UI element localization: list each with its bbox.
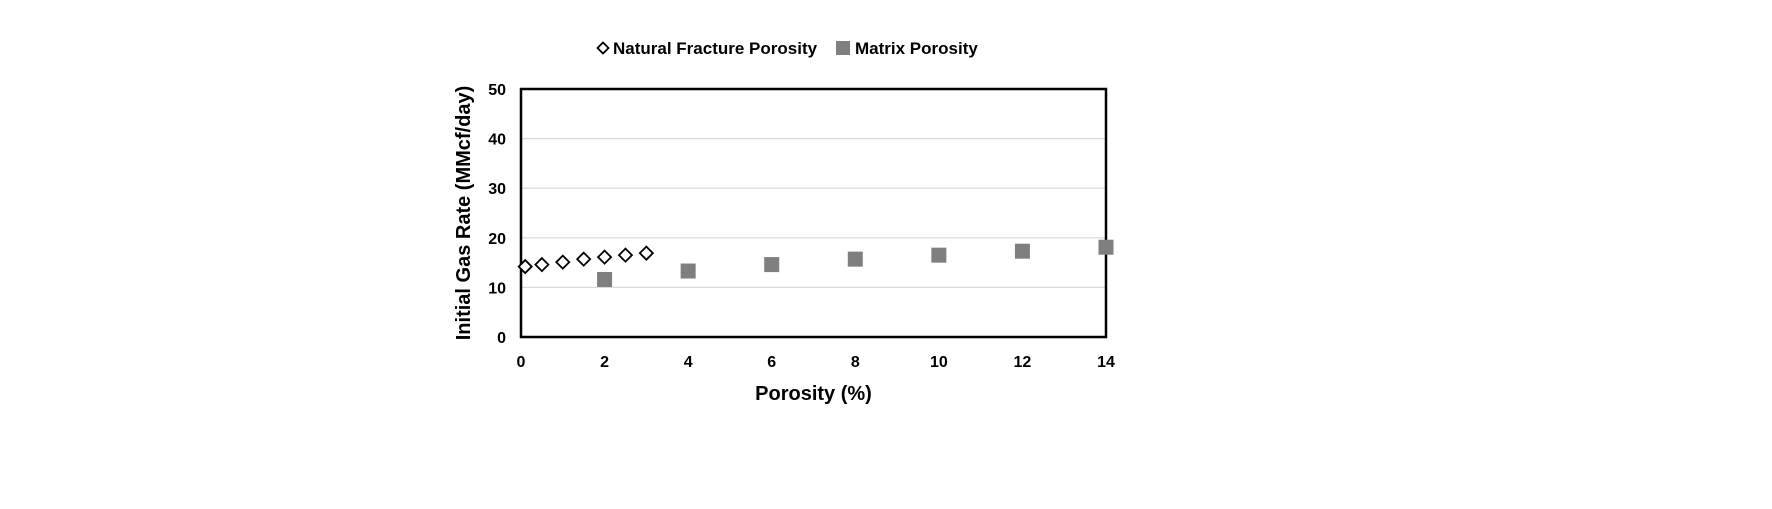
data-point-square [931,247,947,263]
data-point-diamond [575,251,592,267]
data-point-square [597,271,613,287]
series-1 [597,239,1114,287]
data-point-diamond [534,256,550,273]
x-tick-label: 4 [684,354,693,371]
legend-item-matrix-porosity: Matrix Porosity [836,39,978,58]
y-tick-label: 30 [488,181,506,198]
series-0 [517,245,655,275]
x-tick-label: 14 [1097,354,1115,371]
x-tick-label: 12 [1014,354,1032,371]
x-tick-label: 10 [930,354,948,371]
y-tick-label: 50 [488,82,506,99]
data-point-diamond [596,249,613,265]
plot-area-border [519,87,1108,339]
x-tick-label: 2 [600,354,609,371]
y-tick-label: 40 [488,132,506,149]
y-axis-title: Initial Gas Rate (MMcf/day) [453,86,475,341]
data-point-square [764,257,780,273]
y-tick-label: 20 [488,231,506,248]
data-point-square [1014,243,1030,259]
data-point-square [1098,239,1114,255]
legend: Natural Fracture Porosity Matrix Porosit… [596,39,978,58]
x-axis-ticks: 0 2 4 6 8 10 12 14 [517,354,1115,371]
y-tick-label: 0 [497,330,506,347]
data-point-square [847,251,863,267]
y-tick-label: 10 [488,280,506,297]
legend-item-natural-fracture-porosity: Natural Fracture Porosity [596,39,818,58]
x-tick-label: 6 [767,354,776,371]
legend-diamond-marker [596,41,610,55]
data-series [517,239,1114,287]
data-point-diamond [517,258,533,275]
data-point-diamond [638,245,655,261]
data-point-diamond [617,247,634,263]
x-tick-label: 8 [851,354,860,371]
x-tick-label: 0 [517,354,526,371]
gridlines [521,138,1106,288]
legend-label-matrix-porosity: Matrix Porosity [855,39,978,58]
data-point-square [680,263,696,279]
legend-label-natural-fracture-porosity: Natural Fracture Porosity [613,39,818,58]
x-axis-title: Porosity (%) [755,383,872,405]
data-point-diamond [555,254,571,270]
legend-square-marker [836,41,850,55]
y-axis-ticks: 0 10 20 30 40 50 [488,82,506,347]
